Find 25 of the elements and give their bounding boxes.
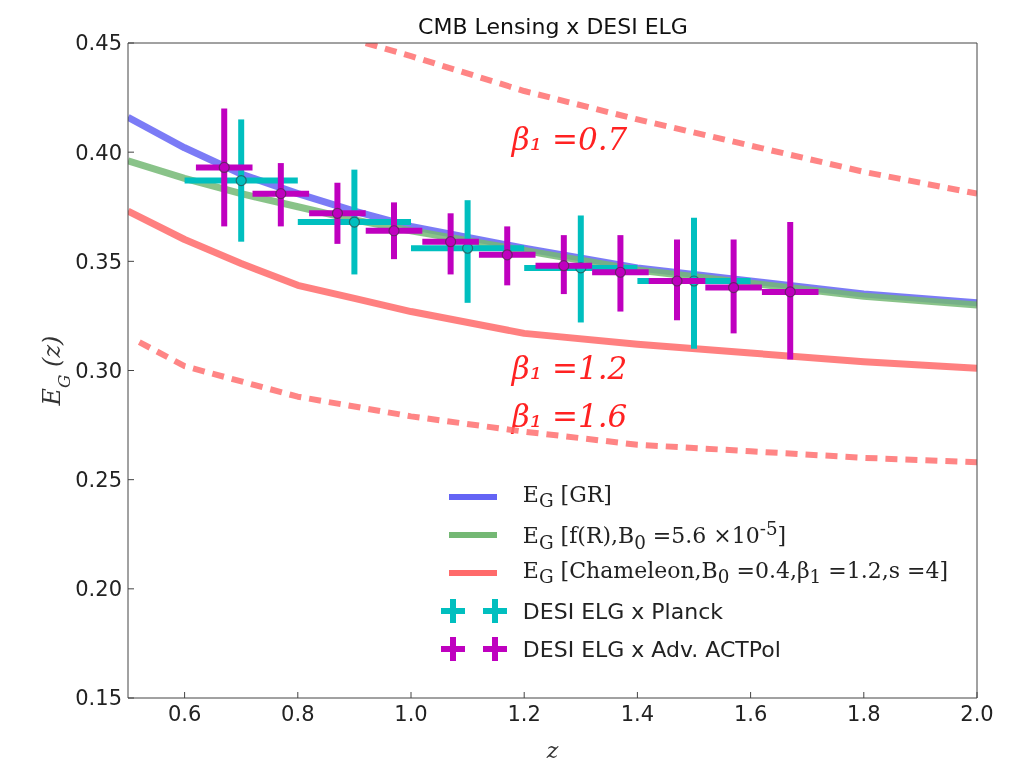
y-tick-label: 0.30 <box>75 358 122 383</box>
x-tick-label: 1.8 <box>847 701 881 726</box>
x-tick-label: 1.6 <box>733 701 768 726</box>
x-tick-label: 1.0 <box>394 701 428 726</box>
annotation: β₁ =0.7 <box>510 120 628 157</box>
y-tick-label: 0.40 <box>75 140 122 165</box>
y-tick-label: 0.25 <box>75 468 122 493</box>
x-tick-label: 0.6 <box>167 701 202 726</box>
legend-label: DESI ELG x Planck <box>522 598 723 624</box>
y-tick-label: 0.35 <box>75 249 122 274</box>
y-tick-label: 0.15 <box>75 686 122 711</box>
chart-title: CMB Lensing x DESI ELG <box>418 14 688 39</box>
annotation: β₁ =1.6 <box>510 397 628 434</box>
y-tick-label: 0.45 <box>75 31 122 56</box>
legend-label: DESI ELG x Adv. ACTPol <box>522 636 781 662</box>
annotation: β₁ =1.2 <box>510 350 628 386</box>
x-tick-label: 2.0 <box>960 701 994 726</box>
x-tick-label: 0.8 <box>281 701 315 726</box>
y-tick-label: 0.20 <box>75 577 122 602</box>
legend-label: E$_{G}$ [GR] <box>522 482 612 512</box>
legend-label: E$_{G}$ [f(R),B$_{0}$ =5.6 ×10$^{-5}$] <box>522 517 787 553</box>
x-tick-label: 1.2 <box>507 701 541 726</box>
x-axis-title: z <box>545 738 559 763</box>
legend-label: E$_{G}$ [Chameleon,B$_{0}$ =0.4,β$_{1}$ =1.2,s =4] <box>522 558 948 588</box>
x-tick-label: 1.4 <box>620 701 655 726</box>
